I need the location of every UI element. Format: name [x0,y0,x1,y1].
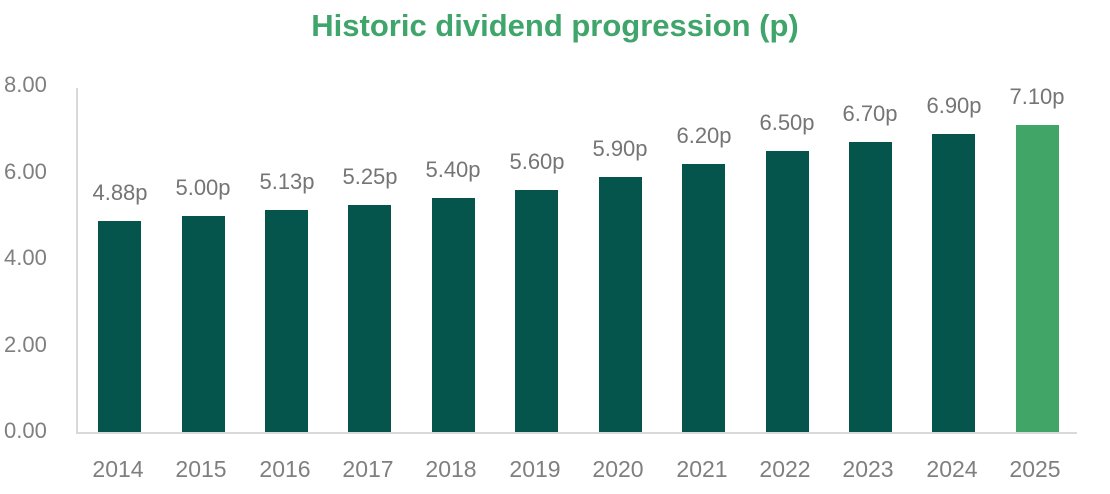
bar-value-label-2020: 5.90p [592,136,648,161]
bar-2025 [1016,125,1059,432]
bar-value-label-2017: 5.25p [342,164,398,189]
x-tick-label-2014: 2014 [92,456,144,482]
chart-title: Historic dividend progression (p) [311,8,799,43]
bar-2024 [932,134,975,432]
x-tick-label-2019: 2019 [509,456,561,482]
x-tick-label-2023: 2023 [842,456,894,482]
bar-value-label-2023: 6.70p [842,101,898,126]
bar-value-label-2016: 5.13p [259,169,315,194]
bar-2020 [599,177,642,432]
bar-value-label-2022: 6.50p [759,110,815,135]
bar-2017 [348,205,391,432]
bar-value-label-2014: 4.88p [92,180,148,205]
y-tick-label: 6.00 [4,158,47,184]
bar-2014 [98,221,141,432]
x-tick-label-2025: 2025 [1009,456,1061,482]
x-tick-label-2018: 2018 [425,456,477,482]
x-tick-label-2017: 2017 [342,456,394,482]
bar-2016 [265,210,308,432]
bar-value-label-2021: 6.20p [676,123,732,148]
y-tick-label: 8.00 [4,72,47,97]
bar-value-label-2025: 7.10p [1009,84,1065,109]
bar-2018 [432,198,475,432]
y-tick-label: 4.00 [4,245,47,270]
bar-value-label-2015: 5.00p [175,175,231,200]
bar-value-label-2024: 6.90p [926,93,982,118]
y-tick-label: 0.00 [4,418,47,443]
bar-value-label-2019: 5.60p [509,149,565,174]
y-tick-label: 2.00 [4,331,47,357]
x-tick-label-2024: 2024 [926,456,978,482]
x-tick-label-2020: 2020 [592,456,644,482]
bar-2019 [515,190,558,432]
bar-2021 [682,164,725,432]
x-tick-label-2016: 2016 [259,456,311,482]
plot-area: 4.88p 5.00p 5.13p 5.25p 5.40p 5.60p 5.90p 6.20p… [76,84,1077,434]
x-tick-label-2022: 2022 [759,456,811,482]
x-tick-label-2015: 2015 [175,456,227,482]
bar-value-label-2018: 5.40p [425,157,481,182]
bar-2015 [182,216,225,432]
bar-2023 [849,142,892,432]
bar-2022 [766,151,809,432]
x-tick-label-2021: 2021 [676,456,728,482]
